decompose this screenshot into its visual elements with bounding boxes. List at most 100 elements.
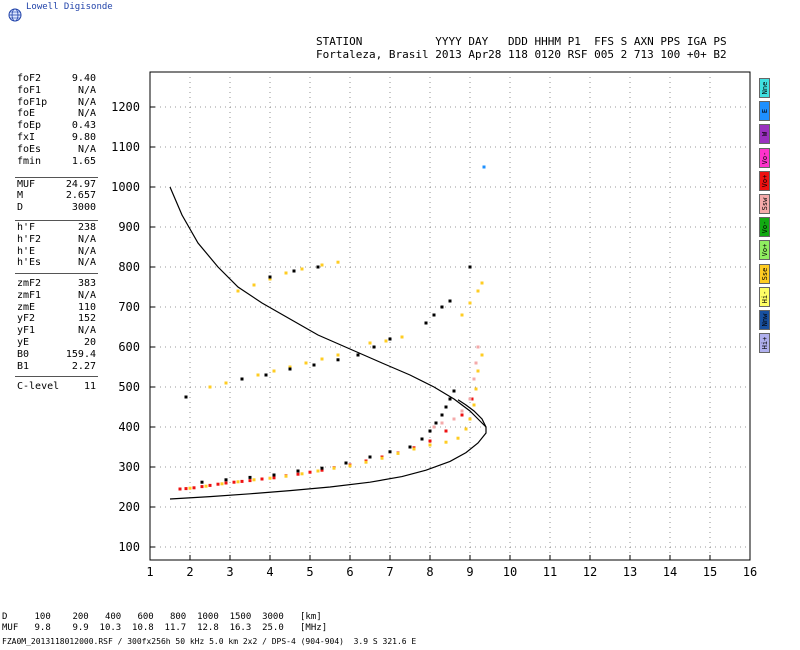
echo-point [264, 373, 268, 377]
param-value: 1.65 [71, 155, 96, 167]
echo-point [470, 397, 474, 401]
echo-point [440, 421, 444, 425]
header-row-2: Fortaleza, Brasil 2013 Apr28 118 0120 RS… [316, 48, 727, 61]
legend-item: Vo+ [759, 240, 770, 261]
param-label: foF2 [17, 73, 42, 84]
echo-point [320, 263, 324, 267]
param-row: foEp 0.43 [17, 120, 96, 132]
echo-point [260, 477, 264, 481]
echo-point [474, 387, 478, 391]
param-value: N/A [77, 289, 96, 301]
x-tick-label: 4 [266, 565, 273, 579]
legend-label: Sse [760, 267, 769, 280]
legend-item: Vo- [759, 217, 770, 238]
param-row: fxI 9.80 [17, 132, 96, 144]
echo-point [444, 405, 448, 409]
echo-point [400, 335, 404, 339]
legend-label: W [760, 132, 769, 137]
legend-label: Hi+ [760, 336, 769, 350]
param-separator [15, 220, 98, 221]
y-tick-label: 400 [118, 420, 140, 434]
echo-point [396, 451, 400, 455]
echo-point [428, 439, 432, 443]
param-label: B1 [17, 360, 30, 372]
param-row: C-level 11 [17, 381, 96, 393]
echo-point [268, 476, 272, 480]
param-row: foF2 9.40 [17, 73, 96, 85]
globe-icon [8, 8, 22, 22]
param-label: C-level [17, 381, 60, 392]
y-tick-label: 1000 [111, 180, 140, 194]
echo-point [428, 443, 432, 447]
param-label: MUF [17, 178, 36, 190]
param-row: h'F 238 [17, 222, 96, 234]
param-label: zmF1 [17, 289, 42, 301]
param-row: foF1p N/A [17, 97, 96, 109]
legend-item: Hi- [759, 286, 770, 307]
x-tick-label: 12 [583, 565, 597, 579]
param-label: D [17, 202, 24, 214]
param-label: B0 [17, 348, 30, 360]
echo-point [364, 460, 368, 464]
echo-point [472, 377, 476, 381]
header-row-1: STATION YYYY DAY DDD HHHM P1 FFS S AXN P… [316, 35, 727, 48]
legend-item: Sse [759, 263, 770, 284]
echo-point [468, 397, 472, 401]
param-row: fmin 1.65 [17, 156, 96, 168]
echo-point [292, 269, 296, 273]
echo-point [208, 483, 212, 487]
echo-point [288, 365, 292, 369]
echo-point [464, 427, 468, 431]
app-title: Lowell Digisonde [26, 2, 113, 12]
param-label: h'F2 [17, 233, 42, 245]
legend-label: Ssw [760, 197, 769, 211]
param-value: N/A [77, 96, 96, 108]
echo-point [348, 464, 352, 468]
echo-point [452, 417, 456, 421]
param-value: 11 [83, 381, 96, 392]
echo-point [368, 455, 372, 459]
echo-point [272, 473, 276, 477]
echo-point [388, 450, 392, 454]
param-value: N/A [77, 245, 96, 257]
echo-point [240, 479, 244, 483]
echo-point [178, 487, 182, 491]
virtual-height-trace-line [169, 399, 487, 500]
echo-point [434, 421, 438, 425]
echo-point [256, 373, 260, 377]
echo-point [236, 289, 240, 293]
echo-point [268, 277, 272, 281]
legend-item: Vo- [759, 147, 770, 168]
x-tick-label: 14 [663, 565, 677, 579]
legend-label: Vo+ [760, 174, 769, 188]
x-tick-label: 16 [743, 565, 757, 579]
param-label: yE [17, 337, 30, 348]
x-tick-label: 13 [623, 565, 637, 579]
legend-label: Vo- [760, 220, 769, 234]
echo-point [300, 472, 304, 476]
param-row: foF1 N/A [17, 85, 96, 97]
echo-point [480, 353, 484, 357]
param-label: fxI [17, 132, 36, 143]
y-tick-label: 700 [118, 300, 140, 314]
y-tick-label: 800 [118, 260, 140, 274]
x-tick-label: 3 [226, 565, 233, 579]
echo-point [408, 445, 412, 449]
echo-point [444, 429, 448, 433]
param-label: h'F [17, 222, 36, 233]
echo-point [460, 413, 464, 417]
echo-point [420, 437, 424, 441]
echo-point [232, 480, 236, 484]
param-label: foE [17, 108, 36, 120]
echo-point [460, 409, 464, 413]
footer-file-row: FZA0M_2013118012000.RSF / 300fx256h 50 k… [2, 637, 417, 646]
echo-point [268, 275, 272, 279]
echo-point [440, 305, 444, 309]
y-tick-label: 900 [118, 220, 140, 234]
echo-point [200, 480, 204, 484]
echo-point [468, 301, 472, 305]
param-label: yF2 [17, 313, 36, 325]
echo-point [288, 367, 292, 371]
echo-point [332, 466, 336, 470]
echo-point [224, 478, 228, 482]
